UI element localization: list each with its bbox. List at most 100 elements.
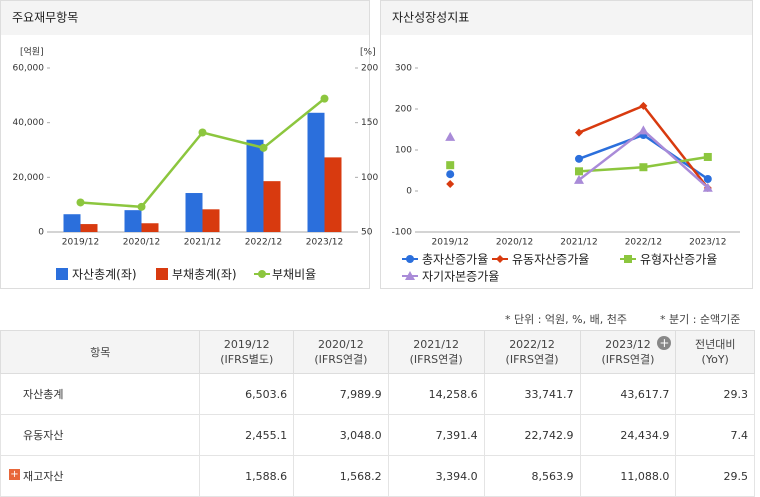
- table-cell: 자산총계: [0, 373, 201, 415]
- table-cell: 8,563.9: [483, 455, 581, 497]
- y2-tick-label: 50: [361, 228, 373, 238]
- point: [496, 255, 504, 263]
- point: [639, 101, 648, 110]
- header-text: 2023/12: [605, 338, 651, 351]
- table-cell: 7,989.9: [293, 373, 389, 415]
- table-cell: 7,391.4: [387, 414, 485, 456]
- y-tick-label: 20,000: [13, 173, 45, 183]
- point: [638, 125, 649, 135]
- y2-axis-label: [%]: [360, 48, 376, 58]
- point: [575, 128, 583, 137]
- x-tick-label: 2020/12: [123, 238, 160, 248]
- point: [198, 128, 207, 137]
- x-tick-label: 2021/12: [560, 238, 597, 248]
- bar: [80, 224, 98, 232]
- y-tick-label: 0: [38, 228, 44, 238]
- bar: [141, 223, 159, 232]
- point: [137, 202, 146, 211]
- table-cell: 22,742.9: [483, 414, 581, 456]
- y-tick-label: 300: [395, 64, 412, 74]
- header-text: 2019/12: [223, 338, 270, 351]
- table-cell: 33,741.7: [483, 373, 581, 415]
- table-cell: 1,588.6: [199, 455, 295, 497]
- x-tick-label: 2023/12: [306, 238, 343, 248]
- chart-title: 주요재무항목: [12, 11, 78, 25]
- header-text: 2020/12: [318, 338, 364, 351]
- point: [405, 271, 415, 280]
- x-tick-label: 2023/12: [689, 238, 726, 248]
- header-cell: 2019/12 (IFRS별도): [199, 330, 295, 374]
- bar: [185, 193, 203, 232]
- expand-icon: +: [657, 336, 672, 350]
- table-cell: 14,258.6: [387, 373, 485, 415]
- header-cell: 전년대비 (YoY): [675, 330, 755, 374]
- header-text: (IFRS별도): [220, 353, 274, 366]
- legend-label: 총자산증가율: [422, 253, 488, 267]
- point: [703, 174, 712, 183]
- table-cell: 2,455.1: [199, 414, 295, 456]
- point: [320, 94, 329, 103]
- y-axis-label: [억원]: [20, 46, 44, 58]
- point: [624, 255, 632, 263]
- point: [575, 167, 583, 176]
- table-row: 재고자산 +1,588.6 1,568.2 3,394.0 8,563.9 11,088.…: [0, 455, 755, 497]
- header-cell: 2022/12 (IFRS연결): [483, 330, 581, 374]
- bar: [263, 181, 281, 232]
- table-cell: 43,617.7: [579, 373, 677, 415]
- header-cell: 항목: [0, 330, 201, 374]
- header-text: 2022/12: [509, 338, 555, 351]
- legend-label: 부채비율: [272, 268, 316, 282]
- y2-tick-label: 100: [361, 173, 378, 183]
- header-cell: 2023/12 (IFRS연결) +: [579, 330, 677, 374]
- charts: 주요재무항목 자산성장성지표 [억원] [%] 0 20,000 40,000 60,…: [0, 0, 753, 289]
- table-cell: 3,048.0: [293, 414, 389, 456]
- point: [446, 161, 455, 170]
- panel: [380, 0, 753, 289]
- bar: [324, 157, 342, 232]
- table-cell: 29.3: [675, 373, 755, 415]
- header-text: 2021/12: [413, 338, 459, 351]
- header-cell: 2020/12 (IFRS연결): [293, 330, 389, 374]
- legend-swatch: [56, 268, 68, 280]
- bar: [124, 210, 142, 232]
- data-table: 항목 2019/12 (IFRS별도) 2020/12 (IFRS연결) 2021/12 (…: [0, 330, 755, 497]
- table-row: 유동자산 2,455.1 3,048.0 7,391.4 22,742.9 24,434.…: [0, 414, 755, 456]
- bar: [307, 112, 325, 232]
- y-tick-label: 40,000: [13, 118, 45, 128]
- point: [446, 180, 455, 189]
- point: [259, 143, 268, 152]
- table-cell: 6,503.6: [199, 373, 295, 415]
- header-row: 항목 2019/12 (IFRS별도) 2020/12 (IFRS연결) 2021/12 (…: [0, 330, 755, 374]
- header-text: 전년대비: [694, 338, 736, 351]
- header-cell: 2021/12 (IFRS연결): [387, 330, 485, 374]
- table-cell: 1,568.2: [293, 455, 389, 497]
- panel-header: [1, 1, 369, 35]
- table-cell: 7.4: [675, 414, 755, 456]
- x-tick-label: 2019/12: [62, 238, 99, 248]
- note: * 분기 : 순액기준: [660, 313, 741, 326]
- point: [76, 198, 85, 207]
- point: [703, 152, 712, 161]
- y-tick-label: 200: [395, 105, 412, 115]
- panel-header: [381, 1, 752, 35]
- legend-label: 유형자산증가율: [640, 253, 717, 267]
- table-cell: 재고자산 +: [0, 455, 201, 497]
- table-row: 자산총계 6,503.6 7,989.9 14,258.6 33,741.7 43,617…: [0, 373, 755, 415]
- y-tick-label: 100: [395, 146, 412, 156]
- legend-label: 유동자산증가율: [512, 253, 589, 267]
- x-tick-label: 2019/12: [432, 238, 469, 248]
- point: [445, 131, 456, 141]
- point: [639, 163, 648, 172]
- table-cell: 24,434.9: [579, 414, 677, 456]
- y2-tick-label: 200: [361, 64, 378, 74]
- bar: [202, 209, 220, 232]
- table-cell: 3,394.0: [387, 455, 485, 497]
- note: * 단위 : 억원, %, 배, 천주: [505, 313, 627, 326]
- y-tick-label: 0: [406, 187, 412, 197]
- point: [575, 154, 583, 163]
- point: [574, 174, 584, 184]
- header-text: (IFRS연결): [601, 353, 655, 366]
- bar: [246, 139, 264, 232]
- table-cell: 11,088.0: [579, 455, 677, 497]
